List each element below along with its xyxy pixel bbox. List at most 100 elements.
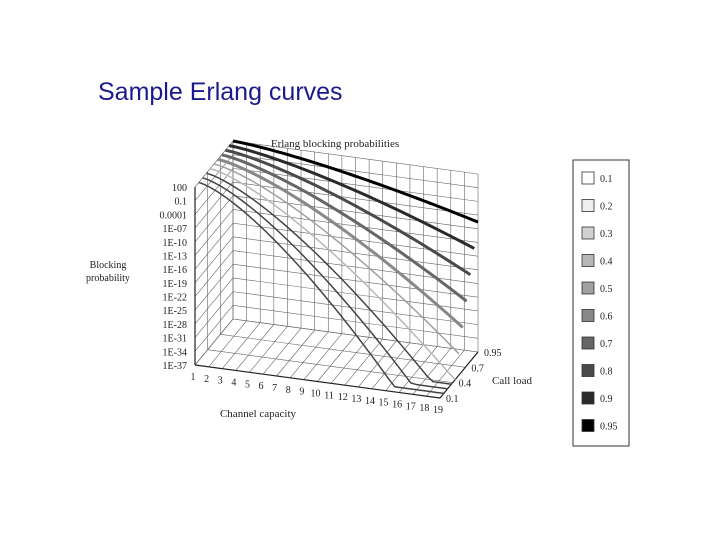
z-tick-label: 1E-13	[163, 251, 187, 262]
grid-line	[221, 322, 261, 369]
legend-label: 0.4	[600, 257, 613, 268]
surface-curve	[232, 139, 479, 224]
z-axis-label: probability	[86, 273, 130, 284]
x-tick-label: 17	[406, 401, 416, 412]
grid-line	[194, 305, 234, 352]
y-tick-label: 0.95	[484, 348, 502, 359]
z-tick-label: 1E-16	[163, 265, 187, 276]
grid-line	[371, 342, 411, 390]
grid-line	[194, 195, 234, 242]
grid-line	[194, 168, 234, 215]
y-tick-label: 0.4	[459, 379, 472, 390]
grid-line	[194, 250, 234, 297]
legend-label: 0.8	[600, 367, 613, 378]
grid-line	[235, 324, 275, 371]
slide-title: Sample Erlang curves	[98, 78, 343, 106]
legend-label: 0.9	[600, 394, 613, 405]
x-axis-label: Channel capacity	[220, 408, 297, 420]
x-tick-label: 4	[231, 378, 236, 389]
x-tick-label: 5	[245, 379, 250, 390]
surface-curve	[217, 157, 464, 329]
legend-swatch	[581, 254, 595, 267]
x-tick-label: 7	[272, 383, 277, 394]
surface-curve	[221, 153, 468, 303]
grid-line	[249, 326, 288, 373]
grid-line	[426, 349, 465, 397]
x-tick-label: 6	[259, 381, 264, 392]
grid-line	[303, 333, 343, 380]
grid-line	[194, 236, 234, 284]
x-tick-label: 1	[191, 372, 196, 383]
x-tick-label: 16	[392, 400, 402, 411]
surface-curve	[225, 148, 472, 277]
grid-line	[194, 264, 234, 311]
grid-line	[262, 327, 302, 375]
z-tick-label: 1E-10	[163, 238, 187, 249]
x-tick-label: 2	[204, 374, 209, 385]
legend-label: 0.1	[600, 174, 613, 185]
grid-line	[208, 320, 247, 368]
legend-swatch	[581, 336, 595, 350]
grid-line	[220, 334, 466, 368]
grid-line	[276, 329, 315, 377]
grid-line	[194, 209, 234, 256]
grid-line	[344, 338, 383, 386]
legend-label: 0.5	[600, 284, 613, 295]
legend-swatch	[581, 199, 595, 212]
x-tick-label: 11	[324, 390, 334, 401]
surface-curve	[213, 163, 460, 355]
grid-line	[398, 346, 438, 393]
x-tick-label: 13	[351, 394, 361, 405]
x-tick-label: 18	[419, 403, 429, 414]
grid-line	[194, 222, 234, 270]
legend-swatch	[581, 419, 595, 432]
x-tick-label: 8	[286, 385, 291, 396]
grid-line	[194, 277, 234, 325]
legend-swatch	[581, 309, 595, 322]
legend-label: 0.3	[600, 229, 613, 240]
z-tick-label: 1E-34	[163, 347, 187, 358]
x-tick-label: 3	[218, 376, 223, 387]
x-tick-label: 14	[365, 396, 375, 407]
y-tick-label: 0.7	[471, 363, 484, 374]
legend-swatch	[581, 226, 595, 240]
grid-line	[194, 364, 441, 399]
z-tick-label: 1E-37	[163, 361, 187, 372]
z-axis-label: Blocking	[90, 260, 127, 271]
y-tick-label: 0.1	[446, 394, 459, 405]
x-tick-label: 9	[299, 387, 304, 398]
legend-label: 0.95	[600, 422, 618, 433]
y-axis-label: Call load	[492, 375, 533, 387]
x-tick-label: 19	[433, 405, 443, 416]
surface-curve	[228, 144, 475, 250]
grid-line	[385, 344, 424, 391]
z-tick-label: 1E-31	[163, 334, 187, 345]
grid-line	[290, 331, 329, 379]
grid-line	[207, 349, 453, 383]
z-tick-label: 1E-07	[163, 224, 187, 235]
figure-title: Erlang blocking probabilities	[271, 138, 399, 150]
z-tick-label: 0.0001	[160, 210, 188, 221]
surface-curve	[198, 181, 444, 395]
z-tick-label: 1E-19	[163, 279, 187, 290]
z-tick-label: 1E-25	[163, 306, 187, 317]
legend-label: 0.7	[600, 339, 613, 350]
legend-swatch	[581, 281, 595, 295]
z-tick-label: 1E-28	[163, 320, 187, 331]
x-tick-label: 12	[338, 392, 348, 403]
x-tick-label: 10	[311, 389, 321, 400]
grid-line	[194, 291, 234, 338]
x-tick-label: 15	[379, 398, 389, 409]
z-tick-label: 0.1	[175, 197, 188, 208]
grid-line	[439, 351, 479, 399]
legend-swatch	[581, 171, 595, 185]
z-tick-label: 1E-22	[163, 293, 187, 304]
grid-line	[194, 318, 234, 366]
surface-curve	[202, 177, 448, 390]
grid-line	[412, 348, 452, 395]
legend-swatch	[581, 391, 595, 405]
surface-curve	[206, 172, 452, 385]
grid-line	[317, 335, 356, 382]
